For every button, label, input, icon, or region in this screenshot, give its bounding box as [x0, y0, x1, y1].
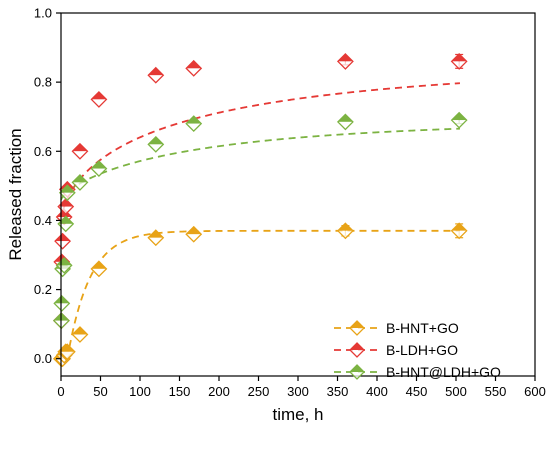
legend-label: B-HNT@LDH+GO [386, 364, 501, 380]
x-tick-label: 400 [366, 384, 388, 399]
x-tick-label: 500 [445, 384, 467, 399]
data-point [185, 115, 203, 133]
legend-marker [349, 320, 365, 336]
fit-line [66, 229, 460, 359]
data-point [90, 160, 108, 177]
x-tick-label: 550 [485, 384, 507, 399]
fit-line [60, 127, 460, 201]
data-point [58, 184, 76, 202]
data-point [450, 52, 468, 70]
data-point [53, 294, 71, 312]
legend: B-HNT+GO B-LDH+GO B-HNT@LDH+GO [334, 320, 501, 380]
legend-label: B-HNT+GO [386, 320, 459, 336]
data-markers [52, 52, 468, 368]
y-tick-label: 1.0 [34, 6, 52, 21]
x-tick-label: 50 [93, 384, 107, 399]
legend-item: B-HNT+GO [334, 320, 459, 336]
legend-marker [349, 364, 365, 380]
data-point [336, 113, 354, 131]
x-tick-label: 250 [248, 384, 270, 399]
y-tick-label: 0.0 [34, 351, 52, 366]
plot-frame [60, 12, 536, 377]
y-tick-label: 0.6 [34, 144, 52, 159]
x-tick-label: 200 [208, 384, 230, 399]
data-point [54, 232, 71, 250]
fit-lines [60, 82, 461, 359]
data-point [185, 59, 203, 77]
data-point [450, 111, 468, 129]
data-point [58, 343, 76, 361]
data-point [185, 225, 203, 243]
data-point [147, 66, 165, 84]
data-point [90, 91, 108, 108]
y-tick-label: 0.4 [34, 213, 52, 228]
data-point [336, 52, 354, 70]
y-axis-title: Released fraction [6, 128, 25, 260]
data-point [147, 135, 165, 153]
data-point [336, 222, 354, 240]
x-tick-label: 600 [524, 384, 546, 399]
x-axis-ticks: 0 50 100 150 200 250 300 350 400 450 500 550 600 [57, 376, 546, 399]
x-axis-title: time, h [272, 405, 323, 424]
data-point [71, 173, 89, 191]
y-tick-label: 0.8 [34, 75, 52, 90]
fit-line [60, 82, 461, 224]
x-tick-label: 300 [287, 384, 309, 399]
legend-item: B-LDH+GO [334, 342, 458, 358]
y-tick-label: 0.2 [34, 282, 52, 297]
legend-item: B-HNT@LDH+GO [334, 364, 501, 380]
data-point [90, 260, 108, 278]
data-point [71, 326, 89, 343]
x-tick-label: 0 [57, 384, 64, 399]
y-axis-ticks: 0.0 0.2 0.4 0.6 0.8 1.0 [34, 6, 61, 366]
x-tick-label: 450 [406, 384, 428, 399]
x-tick-label: 150 [169, 384, 191, 399]
x-tick-label: 350 [327, 384, 349, 399]
x-tick-label: 100 [129, 384, 151, 399]
legend-label: B-LDH+GO [386, 342, 458, 358]
legend-marker [349, 342, 365, 358]
data-point [147, 229, 165, 247]
data-point [450, 222, 468, 240]
data-point [71, 142, 89, 160]
